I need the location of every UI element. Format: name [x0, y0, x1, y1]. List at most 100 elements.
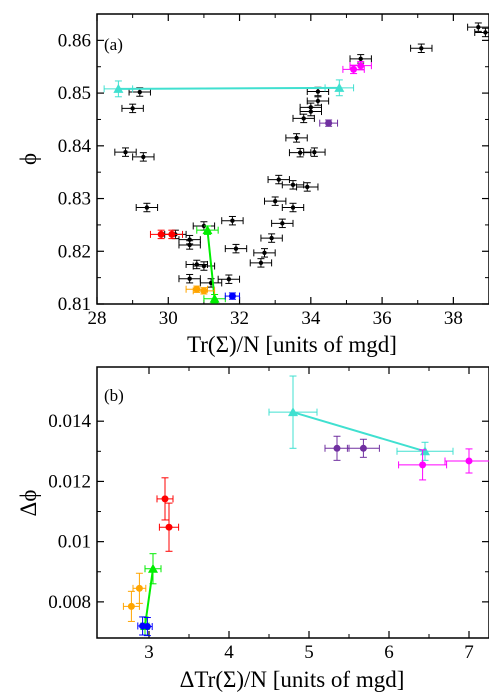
series-a-0 — [114, 22, 489, 288]
series-a-4 — [149, 229, 184, 240]
plot-area-b — [122, 375, 489, 637]
data-point-a-0-7 — [187, 242, 192, 248]
data-point-a-0-2 — [137, 89, 142, 95]
data-point-a-0-18 — [269, 235, 274, 241]
series-line-b-4 — [144, 568, 154, 627]
panel-b-marks — [122, 375, 489, 637]
series-a-6 — [185, 285, 216, 295]
series-a-3 — [319, 119, 339, 127]
data-point-a-6-1 — [200, 287, 208, 295]
data-point-a-0-21 — [280, 221, 285, 226]
series-b-5 — [122, 572, 147, 622]
x-tick-label-b-0: 3 — [144, 642, 154, 663]
data-point-a-0-33 — [358, 56, 363, 62]
data-point-a-0-24 — [294, 135, 299, 141]
data-point-b-0-0 — [288, 407, 298, 417]
data-point-b-1-1 — [465, 457, 473, 465]
series-b-2 — [324, 435, 380, 461]
y-tick-label-a-0: 0.81 — [58, 294, 91, 315]
x-tick-label-a-4: 36 — [373, 308, 392, 329]
data-point-a-6-0 — [193, 285, 201, 293]
data-point-a-4-1 — [168, 230, 176, 238]
panel-b-label: (b) — [104, 386, 124, 405]
y-tick-label-b-0: 0.008 — [48, 592, 91, 613]
series-line-a-1 — [118, 86, 340, 90]
y-tick-label-b-1: 0.01 — [58, 532, 91, 553]
y-tick-label-a-1: 0.82 — [58, 241, 91, 262]
x-tick-label-b-2: 5 — [304, 642, 314, 663]
panel-a-xlabel: Tr(Σ)/N [units of mgd] — [187, 332, 397, 357]
panel-b-ticks: 3 4 5 6 7 0.008 0.01 0.012 0.014 — [48, 367, 489, 663]
panel-a-marks — [103, 22, 489, 304]
data-point-a-0-31 — [315, 98, 321, 104]
y-tick-label-a-4: 0.85 — [58, 83, 91, 104]
panel-b: (b) 3 4 5 6 7 0.008 0.01 0.012 0.014 ΔTr(Σ)/N [u… — [16, 366, 489, 692]
data-point-a-0-8 — [187, 276, 192, 281]
data-point-a-0-16 — [258, 260, 264, 266]
series-a-7 — [224, 292, 241, 300]
data-point-a-0-14 — [230, 218, 235, 223]
plot-area-a — [103, 22, 489, 304]
data-point-a-7-0 — [228, 292, 236, 300]
panel-a-frame — [96, 13, 489, 305]
x-tick-label-a-3: 34 — [301, 308, 321, 329]
data-point-a-0-4 — [144, 205, 150, 210]
data-point-b-3-0 — [161, 495, 169, 503]
data-point-a-0-27 — [305, 184, 310, 190]
data-point-b-5-1 — [135, 584, 143, 592]
data-point-a-0-23 — [290, 205, 296, 210]
panel-a-ylabel: ϕ — [16, 153, 41, 165]
data-point-a-3-0 — [325, 119, 333, 127]
data-point-a-0-11 — [201, 223, 207, 229]
data-point-a-1-1 — [334, 82, 345, 92]
y-tick-label-b-3: 0.014 — [48, 411, 91, 432]
panel-a-label: (a) — [104, 35, 123, 54]
data-point-a-0-3 — [141, 154, 146, 160]
data-point-a-0-32 — [315, 89, 321, 94]
x-tick-label-a-1: 30 — [159, 308, 178, 329]
data-point-a-0-19 — [272, 198, 278, 204]
panel-b-frame — [96, 366, 489, 639]
x-tick-label-a-0: 28 — [88, 308, 107, 329]
data-point-b-6-1 — [143, 623, 151, 631]
y-tick-label-b-2: 0.012 — [48, 471, 91, 492]
data-point-b-4-0 — [148, 563, 158, 573]
x-tick-label-b-1: 4 — [224, 642, 234, 663]
x-tick-label-b-4: 7 — [464, 642, 474, 663]
x-tick-label-b-3: 6 — [384, 642, 394, 663]
data-point-b-1-0 — [419, 461, 427, 469]
data-point-a-2-1 — [357, 62, 365, 70]
data-point-a-5-0 — [202, 225, 213, 235]
data-point-a-2-0 — [350, 65, 358, 73]
panel-b-ylabel: Δϕ — [16, 490, 41, 517]
y-tick-label-a-2: 0.83 — [58, 189, 91, 210]
data-point-b-2-0 — [333, 444, 341, 452]
data-point-b-5-0 — [127, 602, 135, 610]
x-tick-label-a-2: 32 — [230, 308, 249, 329]
series-line-a-5 — [206, 230, 216, 299]
data-point-b-2-1 — [359, 444, 367, 452]
x-tick-label-a-5: 38 — [444, 308, 463, 329]
series-a-1 — [103, 79, 355, 98]
series-line-b-0 — [292, 411, 426, 453]
data-point-a-0-17 — [262, 250, 267, 256]
data-point-a-5-1 — [209, 293, 220, 303]
y-tick-label-a-5: 0.86 — [58, 30, 91, 51]
data-point-a-0-22 — [290, 182, 296, 188]
data-point-a-0-29 — [308, 105, 314, 110]
data-point-a-0-25 — [297, 150, 303, 155]
data-point-a-0-30 — [312, 149, 317, 155]
data-point-a-0-36 — [483, 30, 488, 35]
data-point-a-0-26 — [301, 116, 306, 121]
series-b-6 — [137, 616, 153, 637]
data-point-a-0-13 — [226, 277, 232, 282]
data-point-a-0-35 — [476, 24, 481, 30]
series-b-3 — [156, 477, 180, 552]
data-point-a-0-15 — [233, 246, 239, 251]
data-point-a-0-0 — [123, 149, 128, 155]
data-point-a-0-1 — [130, 106, 135, 111]
series-b-1 — [398, 448, 489, 481]
series-b-0 — [268, 375, 454, 461]
data-point-a-0-20 — [276, 177, 281, 182]
